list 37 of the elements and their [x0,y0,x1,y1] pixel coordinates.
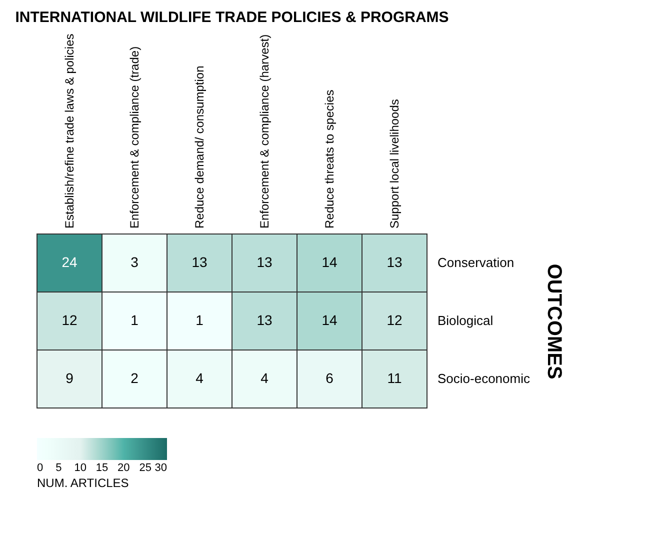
y-tick-label: Socio-economic [438,371,530,386]
data-label: 14 [322,254,338,270]
y-tick-label: Biological [438,313,494,328]
data-label: 13 [256,254,272,270]
data-label: 13 [256,312,272,328]
color-bar-label: 30 [154,462,167,474]
x-tick-label: Establish/refine trade laws & policies [62,34,76,228]
data-label: 14 [322,312,338,328]
x-tick-label: Enforcement & compliance (trade) [128,46,142,228]
x-tick-label: Reduce threats to species [322,90,336,228]
data-label: 3 [130,254,139,270]
color-bar-label: 15 [96,462,108,474]
data-label: 12 [62,312,78,328]
color-bar-title: NUM. ARTICLES [37,476,129,490]
data-label: 13 [192,254,208,270]
color-bar-label: 25 [139,462,152,474]
x-tick-label: Enforcement & compliance (harvest) [258,34,272,228]
data-label: 4 [260,370,269,386]
data-label: 9 [66,370,74,386]
x-tick-label: Reduce demand/ consumption [192,66,206,228]
data-label: 1 [130,312,139,328]
data-label: 6 [326,370,334,386]
color-bar-label: 10 [74,462,86,474]
data-label: 11 [387,370,402,386]
data-label: 24 [62,254,78,270]
data-label: 2 [130,370,139,386]
data-label: 12 [386,312,402,328]
data-label: 1 [196,312,204,328]
x-tick-label: Support local livelihoods [388,99,402,228]
color-bar-label: 20 [118,462,130,474]
data-label: 13 [386,254,402,270]
color-bar-label: 0 [37,462,44,474]
color-bar-label: 5 [56,462,62,474]
y-axis-title: OUTCOMES [542,264,565,380]
data-label: 4 [196,370,204,386]
chart-title: INTERNATIONAL WILDLIFE TRADE POLICIES & PROGRAMS [15,9,449,26]
y-tick-label: Conservation [438,255,514,270]
